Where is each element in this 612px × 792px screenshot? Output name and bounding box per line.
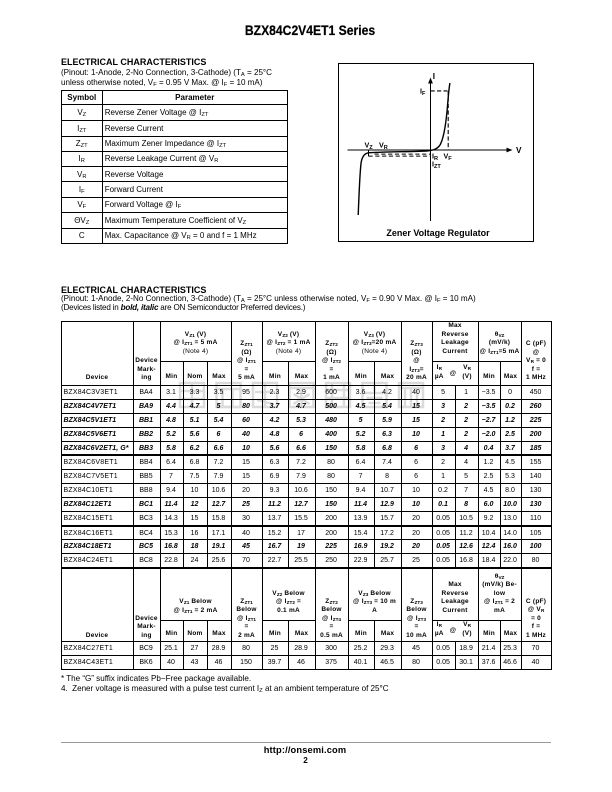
svg-text:I: I (432, 72, 434, 81)
svg-text:IZT: IZT (432, 159, 441, 170)
svg-text:VF: VF (443, 151, 452, 162)
svg-text:IR: IR (432, 151, 438, 162)
svg-text:V: V (516, 146, 522, 155)
svg-text:VZ: VZ (364, 140, 373, 151)
svg-text:VR: VR (379, 140, 388, 151)
svg-text:IF: IF (420, 86, 426, 97)
